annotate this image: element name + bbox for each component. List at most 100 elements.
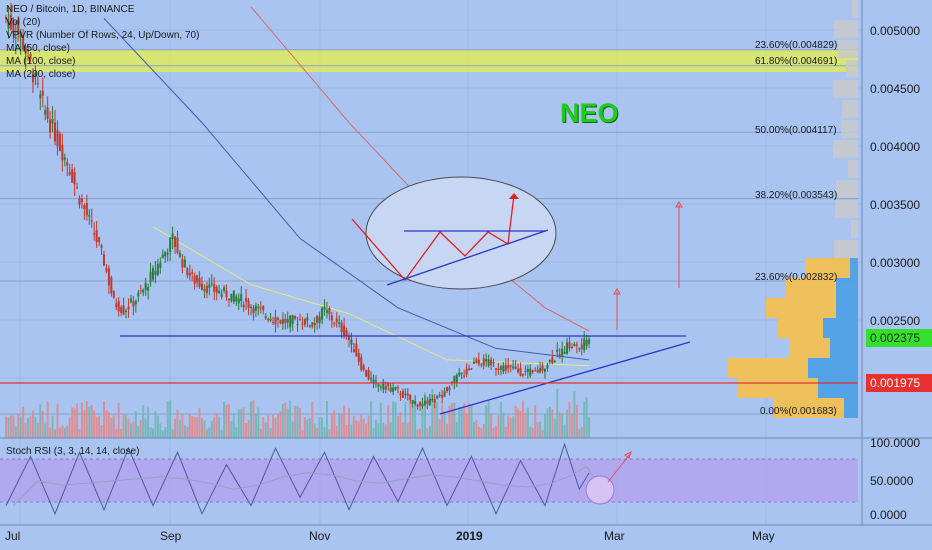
candle-body (259, 307, 262, 309)
volume-bar (502, 412, 505, 438)
rsi-highlight-circle[interactable] (585, 475, 615, 505)
volume-bar (372, 428, 375, 438)
candle-body (573, 344, 576, 347)
volume-bar (330, 412, 333, 438)
candle-body (316, 315, 319, 323)
volume-bar (227, 403, 230, 438)
fib-label: 50.00%(0.004117) (755, 125, 837, 136)
volume-bar (519, 410, 522, 438)
candle-body (34, 72, 37, 78)
volume-bar (17, 413, 20, 438)
x-tick-label: 2019 (456, 529, 483, 543)
candle-body (100, 245, 103, 248)
candle-body (404, 393, 407, 396)
candle-body (330, 315, 333, 321)
candle-body (370, 378, 373, 380)
y-tick-label: 0.002500 (870, 314, 921, 328)
volume-bar (120, 429, 123, 438)
volume-bar (166, 401, 169, 438)
candle-body (36, 83, 39, 85)
volume-bar (242, 407, 245, 438)
ascending-trendline[interactable] (439, 341, 691, 415)
volume-bar (100, 424, 103, 438)
candle-body (318, 316, 321, 323)
candle-body (232, 290, 235, 302)
volume-bar (154, 411, 157, 438)
vpvr-row-down (805, 258, 850, 278)
candle-body (328, 307, 331, 314)
candle-body (58, 133, 61, 151)
candle-body (120, 307, 123, 313)
candle-body (519, 368, 522, 377)
vpvr-row (833, 80, 858, 98)
candle-body (227, 298, 230, 300)
volume-bar (208, 427, 211, 438)
volume-bar (110, 417, 113, 438)
volume-bar (247, 419, 250, 438)
candle-body (134, 300, 137, 305)
volume-bar (147, 407, 150, 438)
y-tick-label: 0.003000 (870, 256, 921, 270)
candle-body (517, 368, 520, 373)
candle-body (22, 34, 25, 50)
candle-body (416, 404, 419, 407)
candle-body (536, 369, 539, 373)
candle-body (196, 275, 199, 283)
candle-body (568, 342, 571, 349)
candle-body (17, 19, 20, 35)
volume-bar (450, 403, 453, 438)
pattern-ellipse[interactable] (365, 176, 557, 290)
vpvr-row-up (823, 318, 858, 338)
candle-body (426, 400, 429, 404)
candle-body (161, 254, 164, 258)
volume-bar (544, 414, 546, 438)
candle-body (507, 364, 510, 369)
candle-body (296, 324, 299, 326)
candle-body (279, 320, 282, 324)
indicator-vol[interactable]: Vol (20) (6, 17, 41, 28)
rsi-title[interactable]: Stoch RSI (3, 3, 14, 14, close) (6, 446, 140, 457)
indicator-ma50[interactable]: MA (50, close) (6, 43, 70, 54)
volume-bar (112, 415, 115, 438)
vpvr-row (835, 200, 858, 218)
rsi-up-arrow[interactable] (607, 453, 631, 483)
volume-bar (514, 405, 517, 438)
volume-bar (46, 401, 49, 438)
volume-bar (44, 423, 47, 438)
candle-body (242, 304, 245, 308)
candle-body (257, 306, 260, 309)
volume-bar (12, 415, 15, 438)
candle-body (208, 284, 211, 288)
volume-bar (411, 406, 414, 438)
volume-bar (139, 419, 142, 438)
volume-bar (536, 422, 539, 438)
indicator-ma100[interactable]: MA (100, close) (6, 56, 76, 67)
stoch-rsi-k (5, 442, 590, 516)
volume-bar (49, 427, 52, 438)
indicator-ma200[interactable]: MA (200, close) (6, 69, 76, 80)
candle-body (524, 370, 527, 372)
candle-body (90, 220, 93, 222)
candle-body (333, 322, 336, 325)
candle-body (485, 359, 488, 362)
volume-bar (556, 388, 559, 438)
stoch-rsi-d (13, 465, 597, 506)
volume-bar (24, 422, 27, 438)
indicator-vpvr[interactable]: VPVR (Number Of Rows, 24, Up/Down, 70) (6, 30, 200, 41)
current-price-tag: 0.002375 (866, 329, 932, 347)
volume-bar (455, 422, 458, 438)
candle-body (210, 283, 213, 285)
candle-body (362, 365, 365, 370)
candle-body (384, 386, 387, 390)
y-tick-label: 0.004000 (870, 140, 921, 154)
volume-bar (142, 405, 145, 438)
y-tick-label: 0.003500 (870, 198, 921, 212)
neo-annotation[interactable]: NEO (560, 98, 619, 128)
volume-bar (301, 429, 304, 438)
candle-body (514, 366, 517, 369)
volume-bar (397, 416, 399, 438)
candle-body (389, 387, 392, 392)
candle-body (225, 290, 228, 298)
candle-body (276, 317, 279, 320)
